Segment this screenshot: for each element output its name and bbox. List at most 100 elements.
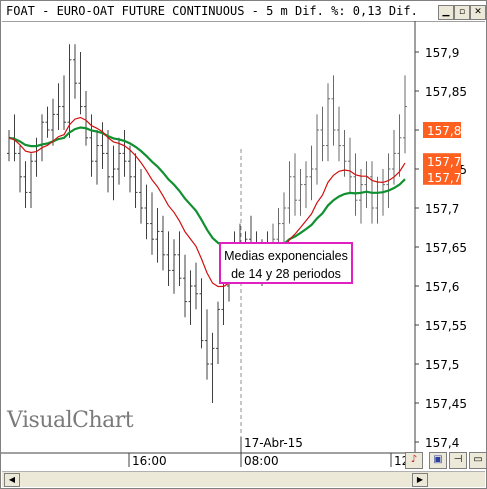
ohlc-bar xyxy=(133,153,138,208)
price-markers: 157,8 157,76 157,74 xyxy=(423,122,469,185)
ohlc-bar xyxy=(315,114,319,185)
ohlc-bar xyxy=(122,130,127,177)
expand-icon[interactable]: ▭ xyxy=(469,452,487,469)
ohlc-bar xyxy=(205,309,209,380)
visualchart-logo: VisualChart xyxy=(7,408,134,433)
ohlc-bar xyxy=(210,332,215,403)
ohlc-bar xyxy=(337,106,341,162)
title-bar[interactable]: FOAT - EURO-OAT FUTURE CONTINUOUS - 5 m … xyxy=(2,2,486,22)
ohlc-bar xyxy=(403,75,407,154)
ohlc-bar xyxy=(18,145,22,193)
save-icon[interactable]: ▣ xyxy=(429,452,447,469)
ohlc-bar xyxy=(23,161,28,208)
pin-icon[interactable]: ⊣ xyxy=(449,452,467,469)
ohlc-bar xyxy=(177,231,182,286)
ohlc-bar xyxy=(34,137,39,177)
ohlc-bar xyxy=(194,262,198,310)
ohlc-bar xyxy=(320,106,325,162)
ohlc-bar xyxy=(95,130,99,185)
ohlc-bar xyxy=(56,83,61,130)
ohlc-bar xyxy=(397,114,402,177)
ohlc-bar xyxy=(139,169,143,224)
time-tick-label: 08:00 xyxy=(244,454,279,468)
ohlc-bar xyxy=(364,161,369,208)
close-icon[interactable]: ✕ xyxy=(470,5,486,20)
time-tick-label: 16:00 xyxy=(132,454,167,468)
ohlc-bar xyxy=(359,169,363,224)
ohlc-bar xyxy=(84,91,88,146)
price-chart[interactable]: 157,9157,85157,8157,75157,7157,65157,615… xyxy=(1,1,486,471)
ohlc-bar xyxy=(166,231,171,286)
ohlc-bar xyxy=(78,52,83,115)
price-tick-label: 157,4 xyxy=(425,436,459,450)
ohlc-bar xyxy=(183,254,187,318)
annotation-line-1: Medias exponenciales xyxy=(224,249,348,263)
ohlc-bar xyxy=(216,301,220,364)
ohlc-bar xyxy=(150,192,154,255)
ohlc-bar xyxy=(172,239,176,294)
ohlc-bar xyxy=(375,176,380,224)
ohlc-bar xyxy=(199,278,204,349)
ohlc-bar xyxy=(51,98,55,146)
price-marker: 157,8 xyxy=(423,122,461,138)
price-tick-label: 157,7 xyxy=(425,202,459,216)
ohlc-bar xyxy=(89,114,94,177)
ohlc-bar xyxy=(106,130,110,193)
price-marker-label: 157,76 xyxy=(427,155,469,169)
price-marker: 157,74 xyxy=(423,168,469,185)
price-tick-label: 157,5 xyxy=(425,358,459,372)
scroll-left-icon[interactable]: ◀ xyxy=(4,473,20,487)
ohlc-bar xyxy=(287,161,292,224)
session-date-label: 17-Abr-15 xyxy=(244,436,303,450)
ohlc-bar xyxy=(40,114,44,162)
ema-14-line xyxy=(8,116,406,288)
price-tick-label: 157,45 xyxy=(425,397,467,411)
price-tick-label: 157,65 xyxy=(425,241,467,255)
ohlc-bar xyxy=(304,161,308,208)
bell-icon[interactable]: ♪ xyxy=(405,452,423,469)
ohlc-bar xyxy=(348,137,352,193)
ohlc-bar xyxy=(155,208,160,263)
ohlc-bar xyxy=(298,169,303,216)
ohlc-bar xyxy=(73,44,77,99)
price-tick-label: 157,55 xyxy=(425,319,467,333)
ohlc-bar xyxy=(100,122,105,169)
ohlc-bars xyxy=(7,44,407,403)
ohlc-bar xyxy=(111,145,116,201)
price-tick-label: 157,6 xyxy=(425,280,459,294)
window-title: FOAT - EURO-OAT FUTURE CONTINUOUS - 5 m … xyxy=(6,4,416,18)
price-axis: 157,9157,85157,8157,75157,7157,65157,615… xyxy=(415,46,467,450)
price-marker-label: 157,8 xyxy=(427,124,461,138)
ohlc-bar xyxy=(67,44,72,138)
price-marker-box xyxy=(423,168,461,185)
price-marker-label: 157,74 xyxy=(427,171,469,185)
ohlc-bar xyxy=(282,192,286,247)
ohlc-bar xyxy=(144,184,149,240)
ohlc-bar xyxy=(45,106,50,138)
ohlc-bar xyxy=(342,130,347,177)
price-marker: 157,76 xyxy=(423,153,469,170)
ohlc-bar xyxy=(7,130,11,162)
ohlc-bar xyxy=(353,153,358,216)
price-tick-label: 157,9 xyxy=(425,46,459,60)
ohlc-bar xyxy=(188,270,193,325)
annotation-box: Medias exponenciales de 14 y 28 periodos xyxy=(219,242,353,284)
annotation-line-2: de 14 y 28 periodos xyxy=(231,267,341,281)
minimize-icon[interactable]: ▁ xyxy=(438,5,454,20)
price-marker-box xyxy=(423,153,461,170)
maximize-icon[interactable]: ▫ xyxy=(454,5,470,20)
ohlc-bar xyxy=(161,215,165,271)
ohlc-bar xyxy=(117,137,121,185)
ohlc-bar xyxy=(326,83,330,162)
price-marker-box xyxy=(423,122,461,138)
ohlc-bar xyxy=(293,153,297,216)
price-tick-label: 157,85 xyxy=(425,85,467,99)
ohlc-bar xyxy=(331,75,336,146)
ohlc-bar xyxy=(29,153,33,208)
horizontal-scrollbar[interactable]: ◀ ▶ xyxy=(2,471,485,487)
ema-28-line xyxy=(8,126,406,251)
scroll-right-icon[interactable]: ▶ xyxy=(412,473,428,487)
ohlc-bar xyxy=(62,75,66,130)
